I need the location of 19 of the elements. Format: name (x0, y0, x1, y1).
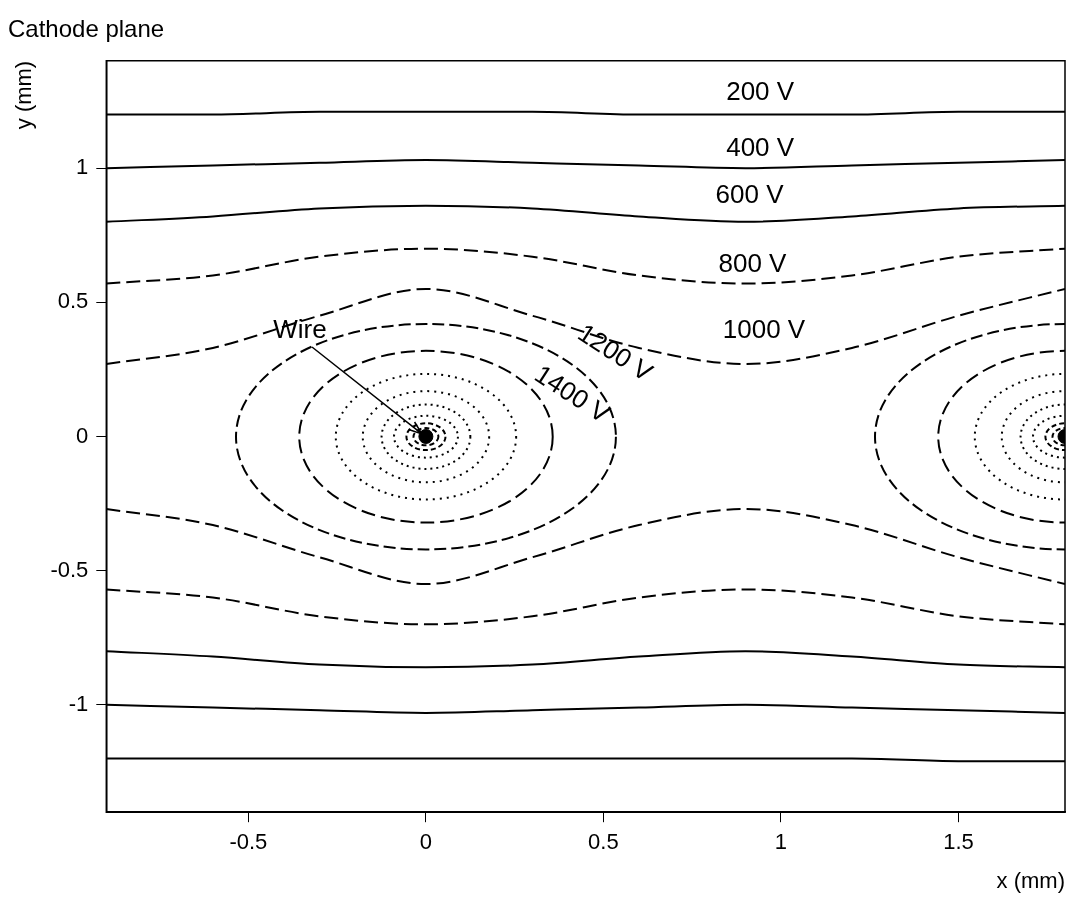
annotation: 1000 V (722, 313, 806, 344)
y-axis-title: y (mm) (11, 60, 37, 130)
y-tick-label: -0.5 (50, 556, 89, 582)
x-axis-title: x (mm) (996, 867, 1065, 893)
y-tick-label: -1 (68, 690, 89, 716)
x-tick-label: 0.5 (588, 829, 619, 855)
annotation: 600 V (715, 179, 785, 210)
y-tick-label: 1 (76, 154, 89, 180)
x-tick-label: 1 (774, 829, 788, 855)
annotation: Wire (273, 313, 327, 344)
annotation: 400 V (726, 131, 795, 162)
x-tick-label: -0.5 (229, 829, 268, 855)
annotation: 800 V (718, 247, 788, 278)
annotation: 200 V (726, 76, 795, 107)
y-tick-label: 0.5 (57, 288, 89, 314)
chart-title: Cathode plane (8, 15, 165, 43)
x-tick-label: 1.5 (943, 829, 974, 855)
x-tick-label: 0 (419, 829, 432, 855)
y-tick-label: 0 (76, 422, 89, 448)
